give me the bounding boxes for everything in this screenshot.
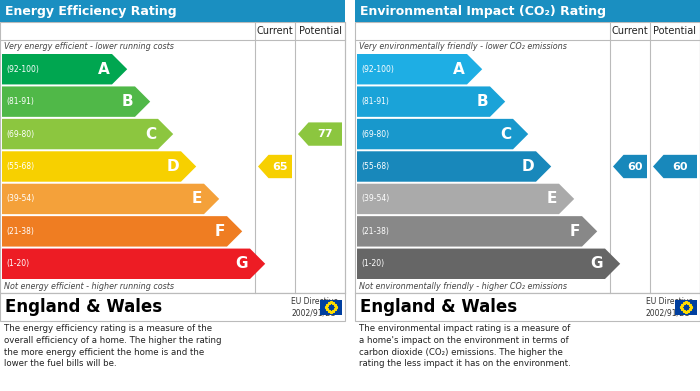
- Text: B: B: [121, 94, 133, 109]
- Bar: [675, 300, 697, 314]
- Polygon shape: [357, 86, 505, 117]
- Text: (1-20): (1-20): [6, 259, 29, 268]
- Text: Not environmentally friendly - higher CO₂ emissions: Not environmentally friendly - higher CO…: [359, 282, 567, 291]
- Text: 60: 60: [627, 161, 643, 172]
- Text: (55-68): (55-68): [361, 162, 389, 171]
- Bar: [0, 0, 345, 22]
- Text: The energy efficiency rating is a measure of the
overall efficiency of a home. T: The energy efficiency rating is a measur…: [4, 324, 221, 368]
- Polygon shape: [2, 184, 219, 214]
- Text: Not energy efficient - higher running costs: Not energy efficient - higher running co…: [4, 282, 174, 291]
- Polygon shape: [2, 216, 242, 247]
- Text: (81-91): (81-91): [6, 97, 34, 106]
- Text: Very energy efficient - lower running costs: Very energy efficient - lower running co…: [4, 42, 174, 51]
- Polygon shape: [2, 54, 127, 84]
- Text: Energy Efficiency Rating: Energy Efficiency Rating: [5, 5, 176, 18]
- Polygon shape: [653, 155, 697, 178]
- Text: B: B: [477, 94, 488, 109]
- Text: 2002/91/EC: 2002/91/EC: [646, 308, 690, 317]
- Text: A: A: [98, 62, 110, 77]
- Bar: [355, 293, 700, 321]
- Text: A: A: [454, 62, 465, 77]
- Polygon shape: [2, 151, 196, 182]
- Text: The environmental impact rating is a measure of
a home's impact on the environme: The environmental impact rating is a mea…: [359, 324, 570, 368]
- Text: 65: 65: [272, 161, 288, 172]
- Text: E: E: [192, 192, 202, 206]
- Text: (92-100): (92-100): [6, 65, 39, 74]
- Text: EU Directive: EU Directive: [291, 298, 338, 307]
- Bar: [0, 293, 345, 321]
- Text: D: D: [167, 159, 179, 174]
- Text: (69-80): (69-80): [361, 129, 389, 138]
- Text: C: C: [500, 127, 511, 142]
- Text: (21-38): (21-38): [361, 227, 389, 236]
- Text: Potential: Potential: [654, 26, 696, 36]
- Text: (39-54): (39-54): [361, 194, 389, 203]
- Bar: [355, 0, 700, 22]
- Polygon shape: [357, 54, 482, 84]
- Text: G: G: [235, 256, 248, 271]
- Text: Environmental Impact (CO₂) Rating: Environmental Impact (CO₂) Rating: [360, 5, 606, 18]
- Text: C: C: [145, 127, 156, 142]
- Text: F: F: [215, 224, 225, 239]
- Text: (81-91): (81-91): [361, 97, 389, 106]
- Text: (1-20): (1-20): [361, 259, 384, 268]
- Text: Current: Current: [612, 26, 648, 36]
- Text: England & Wales: England & Wales: [5, 298, 162, 316]
- Text: (39-54): (39-54): [6, 194, 34, 203]
- Polygon shape: [357, 216, 597, 247]
- Text: (69-80): (69-80): [6, 129, 34, 138]
- Text: E: E: [547, 192, 557, 206]
- Text: EU Directive: EU Directive: [646, 298, 693, 307]
- Text: Current: Current: [257, 26, 293, 36]
- Polygon shape: [2, 119, 173, 149]
- Text: D: D: [522, 159, 534, 174]
- Polygon shape: [2, 86, 150, 117]
- Text: Potential: Potential: [298, 26, 342, 36]
- Text: (21-38): (21-38): [6, 227, 34, 236]
- Polygon shape: [357, 119, 528, 149]
- Text: 60: 60: [673, 161, 688, 172]
- Polygon shape: [298, 122, 342, 146]
- Text: (55-68): (55-68): [6, 162, 34, 171]
- Polygon shape: [613, 155, 647, 178]
- Text: 77: 77: [318, 129, 333, 139]
- Polygon shape: [258, 155, 292, 178]
- Polygon shape: [357, 184, 574, 214]
- Text: 2002/91/EC: 2002/91/EC: [291, 308, 335, 317]
- Bar: [0, 22, 345, 293]
- Polygon shape: [357, 151, 551, 182]
- Text: (92-100): (92-100): [361, 65, 394, 74]
- Text: Very environmentally friendly - lower CO₂ emissions: Very environmentally friendly - lower CO…: [359, 42, 567, 51]
- Polygon shape: [357, 249, 620, 279]
- Text: G: G: [591, 256, 603, 271]
- Bar: [320, 300, 342, 314]
- Text: England & Wales: England & Wales: [360, 298, 517, 316]
- Text: F: F: [570, 224, 580, 239]
- Polygon shape: [2, 249, 265, 279]
- Bar: [355, 22, 700, 293]
